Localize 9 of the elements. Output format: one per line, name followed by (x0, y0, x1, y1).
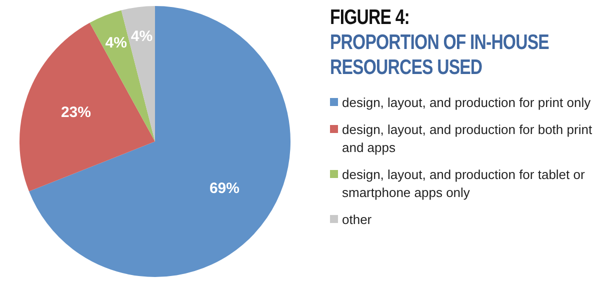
legend-label: design, layout, and production for tablet or smartphone apps only (342, 166, 586, 202)
data-label: 23% (60, 104, 91, 122)
chart-title: FIGURE 4: (330, 6, 410, 30)
text: PROPORTION OF IN-HOUSE RESOURCES USED (330, 30, 550, 80)
legend-label: other (342, 211, 372, 229)
legend-label: design, layout, and production for print only (342, 94, 591, 112)
data-label: 4% (105, 34, 127, 52)
legend-label: design, layout, and production for both print and apps (342, 121, 594, 157)
data-label: 69% (209, 180, 240, 197)
